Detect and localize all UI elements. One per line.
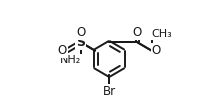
- Text: O: O: [133, 26, 142, 39]
- Text: O: O: [76, 26, 85, 39]
- Text: S: S: [76, 36, 85, 49]
- Text: Br: Br: [103, 85, 116, 98]
- Text: NH₂: NH₂: [60, 55, 81, 65]
- Text: CH₃: CH₃: [152, 29, 172, 39]
- Text: O: O: [57, 44, 67, 57]
- Text: O: O: [152, 44, 161, 57]
